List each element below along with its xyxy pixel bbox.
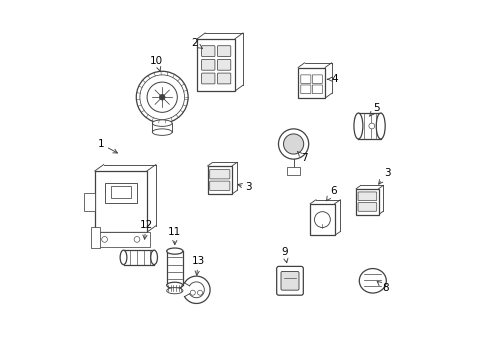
FancyBboxPatch shape bbox=[84, 193, 95, 211]
Ellipse shape bbox=[152, 120, 172, 126]
Circle shape bbox=[284, 134, 304, 154]
FancyBboxPatch shape bbox=[201, 59, 215, 70]
FancyBboxPatch shape bbox=[210, 170, 230, 179]
Circle shape bbox=[197, 290, 202, 295]
Text: 13: 13 bbox=[192, 256, 205, 275]
Text: 1: 1 bbox=[98, 139, 118, 153]
Text: 4: 4 bbox=[327, 74, 338, 84]
FancyBboxPatch shape bbox=[358, 192, 377, 201]
Circle shape bbox=[159, 94, 165, 100]
Circle shape bbox=[136, 71, 188, 123]
Ellipse shape bbox=[167, 282, 183, 288]
Circle shape bbox=[140, 75, 185, 120]
FancyBboxPatch shape bbox=[218, 46, 231, 57]
FancyBboxPatch shape bbox=[197, 39, 235, 91]
Ellipse shape bbox=[151, 250, 157, 265]
Text: 6: 6 bbox=[326, 186, 337, 201]
FancyBboxPatch shape bbox=[356, 189, 379, 215]
Circle shape bbox=[315, 212, 330, 228]
FancyBboxPatch shape bbox=[312, 85, 322, 94]
Ellipse shape bbox=[167, 288, 183, 294]
Circle shape bbox=[190, 290, 196, 295]
Ellipse shape bbox=[167, 248, 183, 254]
Ellipse shape bbox=[359, 269, 386, 293]
FancyBboxPatch shape bbox=[218, 73, 231, 84]
Text: 3: 3 bbox=[238, 182, 252, 192]
Text: 12: 12 bbox=[139, 220, 152, 239]
FancyBboxPatch shape bbox=[92, 232, 149, 247]
Text: 7: 7 bbox=[297, 151, 308, 163]
Ellipse shape bbox=[152, 129, 172, 135]
FancyBboxPatch shape bbox=[208, 166, 232, 194]
Text: 8: 8 bbox=[377, 282, 389, 293]
Text: 9: 9 bbox=[281, 247, 288, 263]
Circle shape bbox=[147, 82, 177, 112]
Text: 2: 2 bbox=[191, 38, 202, 48]
FancyBboxPatch shape bbox=[277, 266, 303, 295]
Circle shape bbox=[102, 237, 107, 242]
FancyBboxPatch shape bbox=[312, 75, 322, 84]
Ellipse shape bbox=[376, 113, 385, 139]
FancyBboxPatch shape bbox=[210, 181, 230, 190]
Text: 11: 11 bbox=[168, 227, 181, 244]
FancyBboxPatch shape bbox=[287, 167, 300, 175]
Circle shape bbox=[369, 123, 375, 129]
FancyBboxPatch shape bbox=[91, 227, 100, 248]
FancyBboxPatch shape bbox=[301, 85, 311, 94]
Circle shape bbox=[134, 237, 140, 242]
Text: 3: 3 bbox=[379, 168, 391, 184]
Ellipse shape bbox=[120, 250, 127, 265]
FancyBboxPatch shape bbox=[298, 68, 325, 98]
FancyBboxPatch shape bbox=[310, 204, 335, 235]
FancyBboxPatch shape bbox=[95, 171, 147, 232]
FancyBboxPatch shape bbox=[104, 183, 137, 202]
FancyBboxPatch shape bbox=[201, 46, 215, 57]
FancyBboxPatch shape bbox=[218, 59, 231, 70]
Circle shape bbox=[278, 129, 309, 159]
FancyBboxPatch shape bbox=[301, 75, 311, 84]
Text: 10: 10 bbox=[150, 56, 163, 71]
FancyBboxPatch shape bbox=[281, 271, 299, 290]
Ellipse shape bbox=[354, 113, 363, 139]
FancyBboxPatch shape bbox=[201, 73, 215, 84]
Text: 5: 5 bbox=[369, 103, 380, 116]
FancyBboxPatch shape bbox=[111, 186, 131, 198]
FancyBboxPatch shape bbox=[358, 203, 377, 211]
